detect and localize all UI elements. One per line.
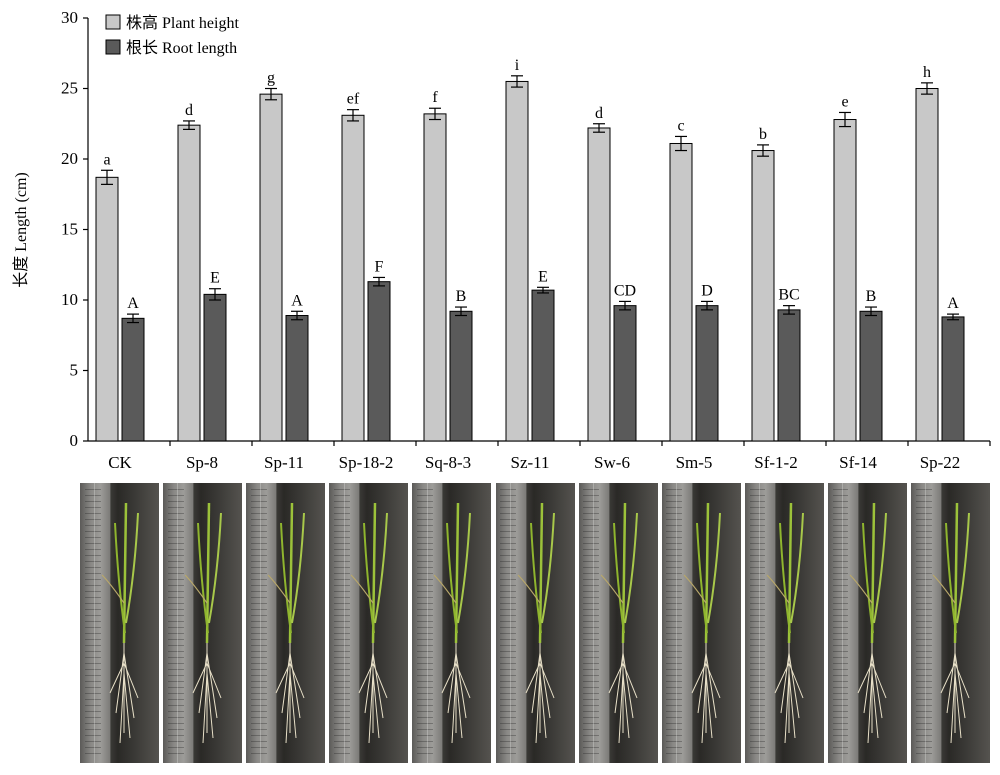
significance-label: d	[595, 105, 603, 122]
bar-chart: 0 5 10 15 20 25 30 长度 Length (cm) a Ad Eg Aef Ff Bi…	[12, 8, 991, 472]
significance-label: ef	[347, 91, 360, 108]
seedling-photo-strip	[80, 483, 990, 763]
bar-plant-height	[669, 142, 693, 442]
significance-label: a	[103, 151, 110, 168]
legend-swatch-root-length	[105, 39, 121, 55]
y-tick-label: 0	[70, 431, 79, 450]
legend-label-plant-height: 株高 Plant height	[126, 14, 239, 32]
bar-plant-height	[833, 119, 857, 442]
seedling-photo-icon	[246, 483, 326, 763]
significance-label: A	[127, 295, 139, 312]
legend-label-root-length: 根长 Root length	[126, 39, 237, 57]
x-tick-label: Sf-1-2	[754, 453, 797, 472]
y-tick-label: 20	[61, 149, 78, 168]
bar-root-length	[203, 293, 227, 442]
significance-label: i	[515, 57, 520, 74]
x-tick-label: Sf-14	[839, 453, 877, 472]
seedling-photo-icon	[80, 483, 159, 763]
seedling-photo-icon	[744, 483, 824, 763]
x-tick-label: Sq-8-3	[425, 453, 471, 472]
significance-label: h	[923, 64, 931, 81]
y-tick-label: 5	[70, 361, 79, 380]
significance-label: e	[841, 93, 848, 110]
significance-label: BC	[778, 287, 799, 304]
y-axis: 0 5 10 15 20 25 30	[61, 8, 89, 450]
bar-plant-height	[587, 127, 611, 442]
legend: 株高 Plant height 根长 Root length	[105, 14, 239, 57]
seedling-photo-icon	[412, 483, 492, 763]
x-tick-label: Sz-11	[510, 453, 549, 472]
significance-label: D	[701, 282, 713, 299]
bar-root-length	[531, 289, 555, 442]
y-tick-label: 10	[61, 290, 78, 309]
bar-root-length	[121, 317, 145, 442]
bar-root-length	[613, 305, 637, 442]
x-tick-label: CK	[108, 453, 132, 472]
seedling-photo-icon	[578, 483, 658, 763]
x-tick-label: Sp-22	[920, 453, 961, 472]
seedling-photo-icon	[495, 483, 575, 763]
x-tick-label: Sp-11	[264, 453, 304, 472]
significance-label: F	[375, 258, 384, 275]
significance-label: b	[759, 126, 767, 143]
bar-root-length	[859, 310, 883, 442]
significance-label: E	[210, 270, 220, 287]
significance-label: B	[866, 288, 877, 305]
seedling-photo-icon	[329, 483, 409, 763]
bar-plant-height	[95, 176, 119, 442]
bar-root-length	[449, 310, 473, 442]
bar-plant-height	[177, 124, 201, 442]
x-tick-label: Sp-8	[186, 453, 218, 472]
y-tick-label: 30	[61, 8, 78, 27]
y-axis-label: 长度 Length (cm)	[12, 172, 30, 288]
seedling-photo-icon	[163, 483, 243, 763]
bar-root-length	[695, 305, 719, 442]
y-tick-label: 25	[61, 79, 78, 98]
x-tick-label: Sp-18-2	[339, 453, 394, 472]
bar-root-length	[285, 315, 309, 442]
significance-label: A	[291, 292, 303, 309]
bar-plant-height	[505, 80, 529, 442]
legend-swatch-plant-height	[105, 14, 121, 30]
bar-plant-height	[259, 93, 283, 442]
significance-label: A	[947, 295, 959, 312]
bar-plant-height	[423, 113, 447, 442]
bar-root-length	[777, 309, 801, 442]
bar-plant-height	[915, 88, 939, 442]
x-tick-label: Sm-5	[676, 453, 713, 472]
significance-label: E	[538, 268, 548, 285]
significance-label: c	[677, 117, 684, 134]
bar-root-length	[367, 281, 391, 442]
seedling-photo-icon	[911, 483, 990, 763]
bar-root-length	[941, 316, 965, 442]
seedling-photo-icon	[661, 483, 741, 763]
bar-plant-height	[751, 150, 775, 442]
y-tick-label: 15	[61, 220, 78, 239]
x-tick-label: Sw-6	[594, 453, 630, 472]
significance-label: CD	[614, 282, 636, 299]
significance-label: f	[432, 89, 438, 106]
significance-label: B	[456, 288, 467, 305]
bar-plant-height	[341, 114, 365, 442]
significance-label: g	[267, 70, 275, 87]
seedling-photo-icon	[827, 483, 907, 763]
significance-label: d	[185, 102, 193, 119]
